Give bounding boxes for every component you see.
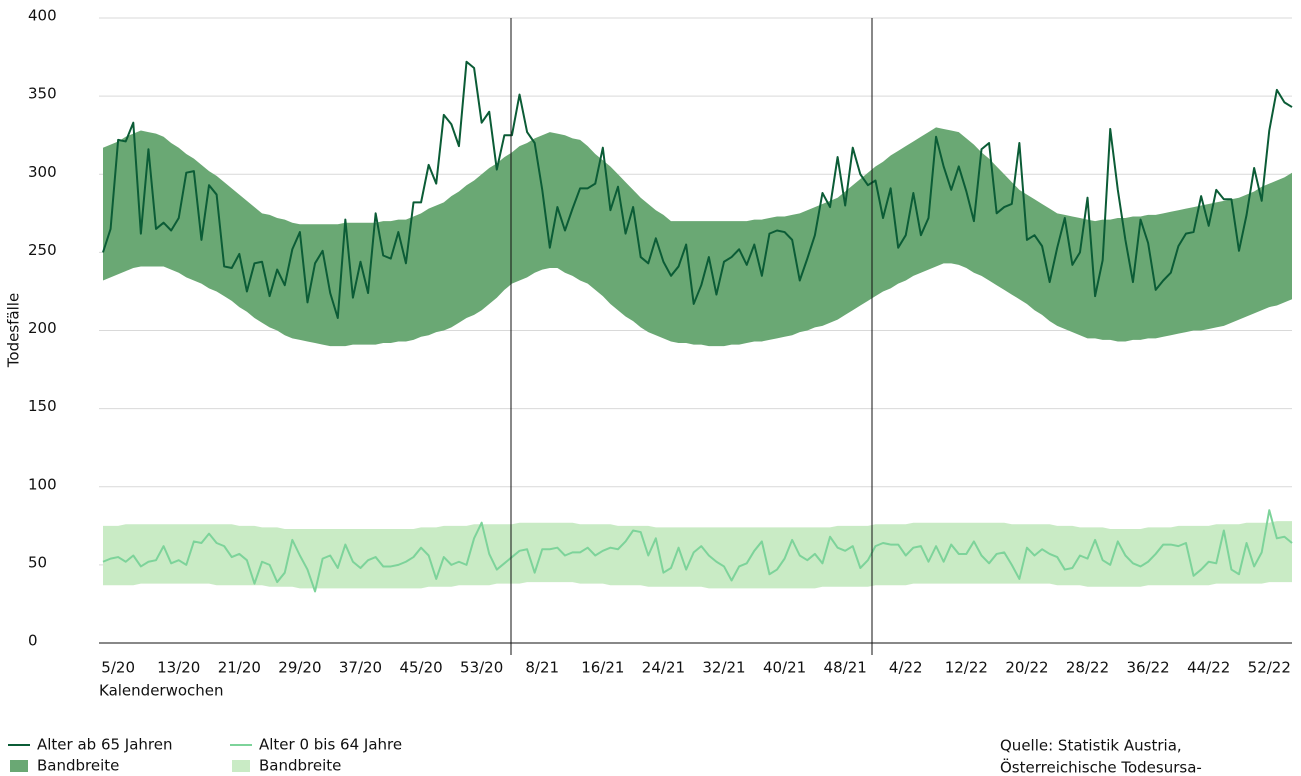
y-tick-label: 300	[28, 163, 57, 181]
legend-label: Alter 0 bis 64 Jahre	[259, 736, 402, 754]
line	[102, 60, 1293, 319]
y-tick-label: 100	[28, 475, 57, 493]
legend-label: Bandbreite	[259, 757, 341, 775]
x-tick-label: 16/21	[581, 659, 624, 677]
x-tick-label: 5/20	[101, 659, 135, 677]
x-tick-label: 28/22	[1066, 659, 1109, 677]
legend-label: Bandbreite	[37, 757, 119, 775]
x-tick-label: 24/21	[642, 659, 685, 677]
source: Quelle: Statistik Austria,	[1000, 737, 1182, 755]
x-tick-label: 36/22	[1126, 659, 1169, 677]
x-tick-label: 45/20	[399, 659, 442, 677]
y-tick-label: 200	[28, 319, 57, 337]
y-axis-label: Todesfälle	[5, 293, 23, 368]
x-tick-label: 20/22	[1005, 659, 1048, 677]
source: Österreichische Todesursa-	[1000, 758, 1202, 776]
x-tick-label: 12/22	[945, 659, 988, 677]
y-tick-label: 150	[28, 397, 57, 415]
y-tick-label: 0	[28, 632, 38, 650]
band	[103, 521, 1292, 589]
x-tick-label: 44/22	[1187, 659, 1230, 677]
y-tick-label: 250	[28, 241, 57, 259]
legend-label: Alter ab 65 Jahren	[37, 736, 173, 754]
band	[103, 127, 1292, 347]
x-axis-label: Kalenderwochen	[99, 682, 224, 700]
x-tick-label: 37/20	[339, 659, 382, 677]
legend-swatch	[10, 760, 28, 772]
x-tick-label: 29/20	[278, 659, 321, 677]
x-tick-label: 32/21	[702, 659, 745, 677]
x-tick-label: 8/21	[525, 659, 559, 677]
x-tick-label: 40/21	[763, 659, 806, 677]
x-tick-label: 21/20	[218, 659, 261, 677]
x-tick-label: 48/21	[824, 659, 867, 677]
x-tick-label: 52/22	[1248, 659, 1291, 677]
y-tick-label: 350	[28, 85, 57, 103]
x-tick-label: 53/20	[460, 659, 503, 677]
line	[102, 509, 1293, 593]
legend-swatch	[232, 760, 250, 772]
x-tick-label: 4/22	[889, 659, 923, 677]
x-tick-label: 13/20	[157, 659, 200, 677]
y-tick-label: 400	[28, 7, 57, 25]
y-tick-label: 50	[28, 553, 47, 571]
